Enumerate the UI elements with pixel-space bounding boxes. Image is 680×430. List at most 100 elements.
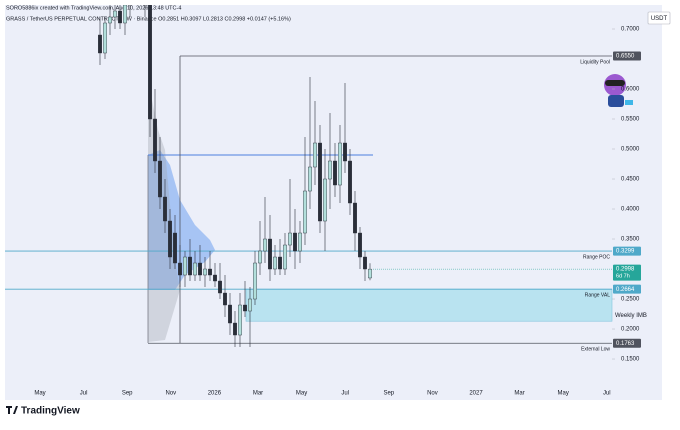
countdown: 6d 7h: [616, 274, 630, 280]
last-price-box: [613, 264, 641, 281]
candle-body: [223, 292, 227, 306]
candle-body: [278, 256, 282, 270]
y-tick-label: 0.4500: [621, 177, 640, 183]
candle-body: [288, 232, 292, 246]
x-tick-label: May: [34, 391, 45, 397]
plot-bg: [5, 5, 612, 385]
candle-body: [328, 160, 332, 180]
level-name: Range VAL: [585, 293, 610, 299]
candle-body: [348, 160, 352, 204]
candle-body: [173, 232, 177, 264]
y-tick-label: 0.6000: [621, 87, 640, 93]
candle-body: [358, 232, 362, 258]
candle-body: [168, 220, 172, 258]
candle-body: [243, 304, 247, 312]
candle-body: [198, 262, 202, 276]
candle-body: [103, 22, 107, 54]
candle-body: [308, 166, 312, 192]
brand: TradingView: [6, 406, 80, 417]
x-tick-label: May: [558, 391, 569, 397]
y-tick-label: 0.2000: [621, 327, 640, 333]
y-tick-label: 0.4000: [621, 207, 640, 213]
brand-name: TradingView: [21, 406, 80, 417]
candle-body: [333, 160, 337, 186]
candle-body: [208, 268, 212, 276]
candle-body: [193, 262, 197, 276]
candle-body: [228, 304, 232, 324]
candle-body: [268, 238, 272, 270]
candle-body: [303, 190, 307, 234]
x-tick-label: Jul: [603, 391, 611, 397]
candle-body: [238, 304, 242, 336]
y-tick-label: 0.5000: [621, 147, 640, 153]
candle-body: [313, 142, 317, 168]
candle-body: [253, 262, 257, 300]
level-price: 0.2664: [616, 287, 635, 293]
x-tick-label: 2026: [208, 391, 222, 397]
candle-body: [298, 232, 302, 252]
y-tick-label: 0.5500: [621, 117, 640, 123]
level-name: Liquidity Pool: [580, 59, 610, 65]
y-tick-label: 0.7000: [621, 27, 640, 33]
time-axis-bg: [5, 385, 662, 400]
candle-body: [178, 262, 182, 276]
candle-body: [258, 250, 262, 264]
candle-body: [248, 298, 252, 312]
candle-body: [98, 34, 102, 54]
candle-body: [283, 244, 287, 270]
candle-body: [113, 10, 117, 18]
x-tick-label: Nov: [427, 391, 438, 397]
candle-body: [163, 196, 167, 222]
y-tick-label: 0.1500: [621, 357, 640, 363]
candle-body: [338, 142, 342, 186]
x-tick-label: Nov: [165, 391, 176, 397]
level-price: 0.6550: [616, 54, 635, 60]
candle-body: [108, 16, 112, 24]
candle-body: [203, 268, 207, 276]
x-tick-label: Sep: [122, 391, 133, 397]
level-name: Range POC: [583, 254, 610, 260]
candle-body: [153, 118, 157, 162]
candle-body: [353, 202, 357, 234]
candle-body: [293, 232, 297, 252]
currency: USDT: [651, 16, 668, 22]
candle-body: [263, 238, 267, 252]
candle-body: [213, 274, 217, 282]
candle-body: [368, 268, 372, 279]
level-price: 0.3299: [616, 249, 635, 255]
candle-body: [123, 5, 127, 24]
mascot: [604, 74, 633, 107]
level-price-box: [613, 338, 641, 348]
candle-body: [148, 5, 152, 120]
candle-body: [318, 142, 322, 222]
zone: [245, 288, 613, 322]
x-tick-label: Mar: [253, 391, 263, 397]
candle-body: [183, 256, 187, 276]
price-axis-bg: [612, 5, 662, 385]
level-price-box: [613, 246, 641, 256]
currency-box[interactable]: [647, 11, 671, 25]
y-tick-label: 0.3500: [621, 237, 640, 243]
level-name: External Low: [581, 347, 610, 353]
candle-body: [363, 256, 367, 270]
candle-body: [323, 178, 327, 222]
candles: [98, 5, 372, 348]
y-tick-label: 0.2500: [621, 297, 640, 303]
candle-body: [218, 280, 222, 294]
level-price-box: [613, 51, 641, 61]
x-tick-label: Mar: [514, 391, 524, 397]
level-price-box: [613, 284, 641, 294]
candle-body: [188, 256, 192, 276]
level-price: 0.1763: [616, 341, 635, 347]
subtitle: SORO5886ix created with TradingView.com,…: [6, 5, 181, 11]
x-tick-label: Sep: [383, 391, 394, 397]
last-price: 0.2998: [616, 267, 635, 273]
zone-label: Weekly IMB: [615, 313, 647, 319]
x-tick-label: May: [296, 391, 307, 397]
candle-body: [273, 256, 277, 270]
candle-body: [158, 160, 162, 198]
candle-body: [343, 142, 347, 162]
x-tick-label: Jul: [80, 391, 88, 397]
candle-body: [233, 322, 237, 336]
